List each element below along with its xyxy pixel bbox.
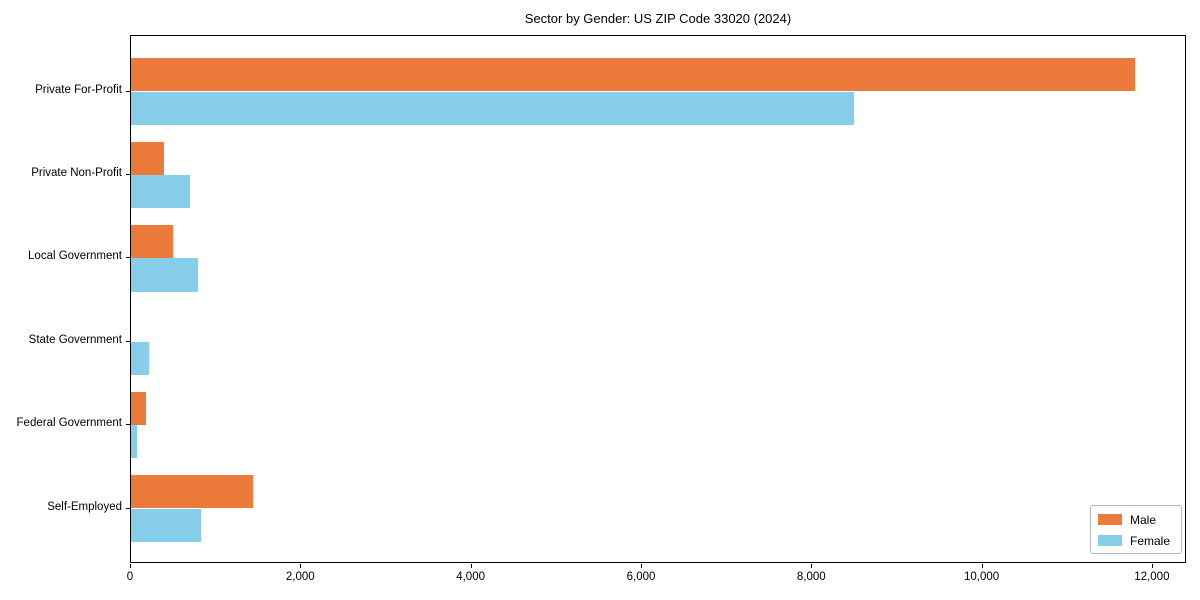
y-tick-mark [126,507,130,509]
x-tick-mark [981,564,983,568]
x-tick-mark [811,564,813,568]
y-axis-label-private-non-profit: Private Non-Profit [31,166,122,179]
x-tick-mark [470,564,472,568]
y-axis-label-local-government: Local Government [28,250,122,263]
bar-male-federal-government [131,391,147,426]
y-tick-mark [126,424,130,426]
bar-female-private-for-profit [131,91,854,125]
bar-male-private-non-profit [131,141,165,175]
x-tick-label: 0 [126,571,134,583]
y-tick-mark [126,257,130,259]
bar-female-local-government [131,258,199,292]
x-tick-mark [641,564,642,568]
plot-area [130,35,1186,563]
y-axis-label-state-government: State Government [28,333,122,346]
bar-female-federal-government [131,425,137,459]
legend-label-female: Female [1130,533,1171,548]
y-axis-label-self-employed: Self-Employed [47,500,122,513]
y-axis-label-federal-government: Federal Government [16,417,122,430]
x-tick-label: 10,000 [964,571,1000,583]
x-tick-label: 12,000 [1134,571,1170,583]
x-tick-label: 6,000 [626,571,656,583]
x-tick-label: 8,000 [796,571,826,583]
bar-male-self-employed [131,475,253,509]
bar-male-private-for-profit [131,58,1136,92]
bar-female-state-government [131,341,149,376]
legend: Male Female [1090,505,1182,554]
legend-label-male: Male [1130,512,1157,527]
y-tick-mark [126,340,130,342]
y-axis-label-private-for-profit: Private For-Profit [35,83,122,96]
bar-male-local-government [131,224,173,259]
bar-female-self-employed [131,508,201,542]
legend-swatch-male [1098,514,1122,525]
legend-item-male: Male [1098,511,1174,528]
x-tick-label: 2,000 [285,571,315,583]
x-tick-mark [300,564,302,568]
legend-item-female: Female [1098,532,1174,549]
x-tick-mark [1151,564,1153,568]
chart-title: Sector by Gender: US ZIP Code 33020 (202… [524,11,792,26]
x-tick-mark [130,564,131,568]
bar-female-private-non-profit [131,174,190,209]
legend-swatch-female [1098,535,1122,546]
y-tick-mark [126,90,130,92]
x-tick-label: 4,000 [456,571,485,583]
y-tick-mark [126,173,130,175]
